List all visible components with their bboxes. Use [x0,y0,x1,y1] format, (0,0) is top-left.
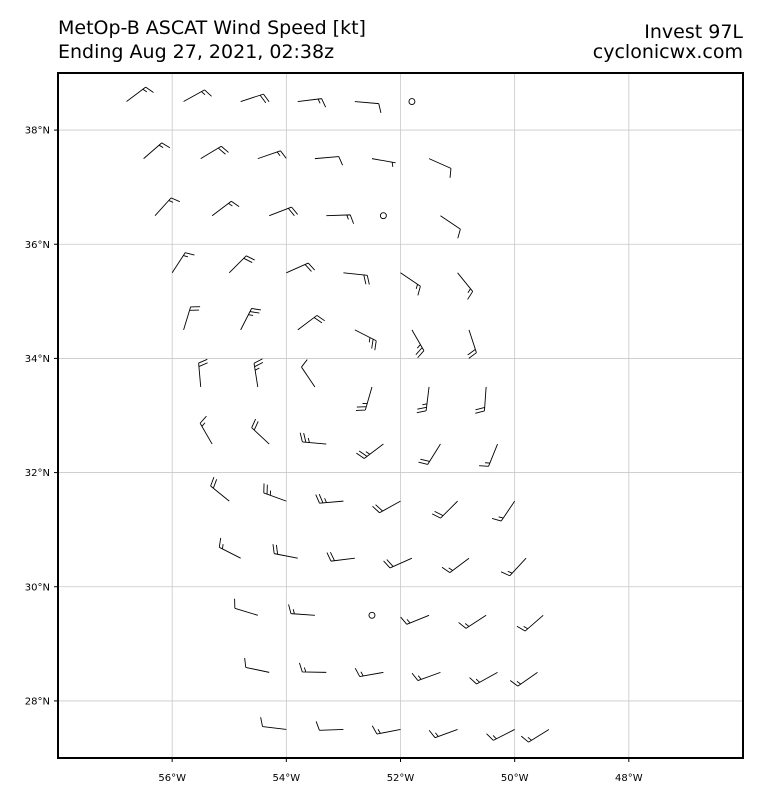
wind-barb [428,158,452,178]
wind-barb [371,725,401,735]
lon-tick-label: 48°W [615,773,643,784]
wind-barb [288,604,315,616]
wind-barb [326,551,355,562]
wind-barb [428,729,458,739]
title: MetOp-B ASCAT Wind Speed [kt] [58,17,366,39]
wind-barb [171,252,195,274]
wind-barb [299,432,327,445]
lon-tick-label: 52°W [387,773,415,784]
lat-tick-label: 36°N [25,240,50,251]
wind-barb [400,614,430,625]
wind-barb [183,89,212,102]
lat-tick-label: 34°N [25,354,50,365]
wind-barb [411,671,441,682]
wind-barb [458,614,487,629]
wind-barb [520,729,550,743]
wind-barb [416,386,430,414]
wind-barb [299,662,327,673]
wind-barb [314,156,343,166]
wind-barb [200,145,229,160]
wind-barb [154,197,180,217]
wind-barb [143,142,171,159]
wind-barb [251,418,270,445]
wind-barb [354,101,382,113]
wind-barb [469,671,498,685]
storm-name: Invest 97L [644,21,743,43]
wind-barbs [126,86,550,743]
wind-barb [218,537,241,559]
wind-barb [210,476,230,502]
wind-barb [440,215,461,239]
wind-barb [269,206,298,217]
wind-barb [383,557,413,569]
wind-barb [260,717,287,730]
wind-barb [475,386,487,414]
wind-barb [126,86,154,102]
wind-barb [198,358,208,387]
wind-barb [297,315,325,331]
wind-barb [343,272,370,285]
lat-tick-label: 38°N [25,126,50,137]
wind-barb [400,272,421,296]
calm-marker [379,212,387,220]
wind-barb [257,150,287,160]
calm-marker [368,611,376,619]
wind-barb [272,544,298,559]
wind-barb [326,214,355,224]
wind-barb [500,557,527,577]
wind-barb [253,358,264,388]
wind-barb [411,329,425,359]
wind-barb [240,93,270,104]
wind-barb [244,657,270,673]
wind-barb [431,500,458,519]
lat-tick-label: 30°N [25,582,50,593]
wind-barb [228,255,255,274]
subtitle: Ending Aug 27, 2021, 02:38z [58,41,334,63]
wind-barb [457,272,474,300]
wind-barb [354,667,384,677]
wind-barb [240,308,262,331]
wind-barb [355,386,373,411]
grid [58,73,743,758]
wind-barb [211,200,240,217]
wind-barb [301,359,316,388]
wind-barb [467,329,477,359]
wind-barb [263,483,287,502]
wind-barb [356,443,384,459]
lon-tick-label: 56°W [158,773,186,784]
wind-barb [441,557,470,574]
wind-barb [372,500,401,514]
wind-barb [516,614,544,632]
wind-barb [286,262,315,274]
wind-barb [183,306,201,331]
source: cyclonicwx.com [593,41,743,63]
wind-barb [315,494,344,504]
lon-tick-label: 50°W [501,773,529,784]
wind-barb [354,329,377,351]
wind-barb [509,672,538,687]
lat-tick-label: 28°N [25,696,50,707]
wind-barb [371,158,396,167]
lat-tick-label: 32°N [25,468,50,479]
wind-barb [297,98,327,108]
wind-barb [491,500,516,522]
wind-barb [315,721,344,731]
wind-barb [418,443,441,465]
wind-barb [199,415,213,445]
wind-barb [234,598,258,616]
wind-barb [479,443,498,467]
calm-marker [408,98,416,105]
wind-barb [486,729,515,741]
lon-tick-label: 54°W [273,773,301,784]
